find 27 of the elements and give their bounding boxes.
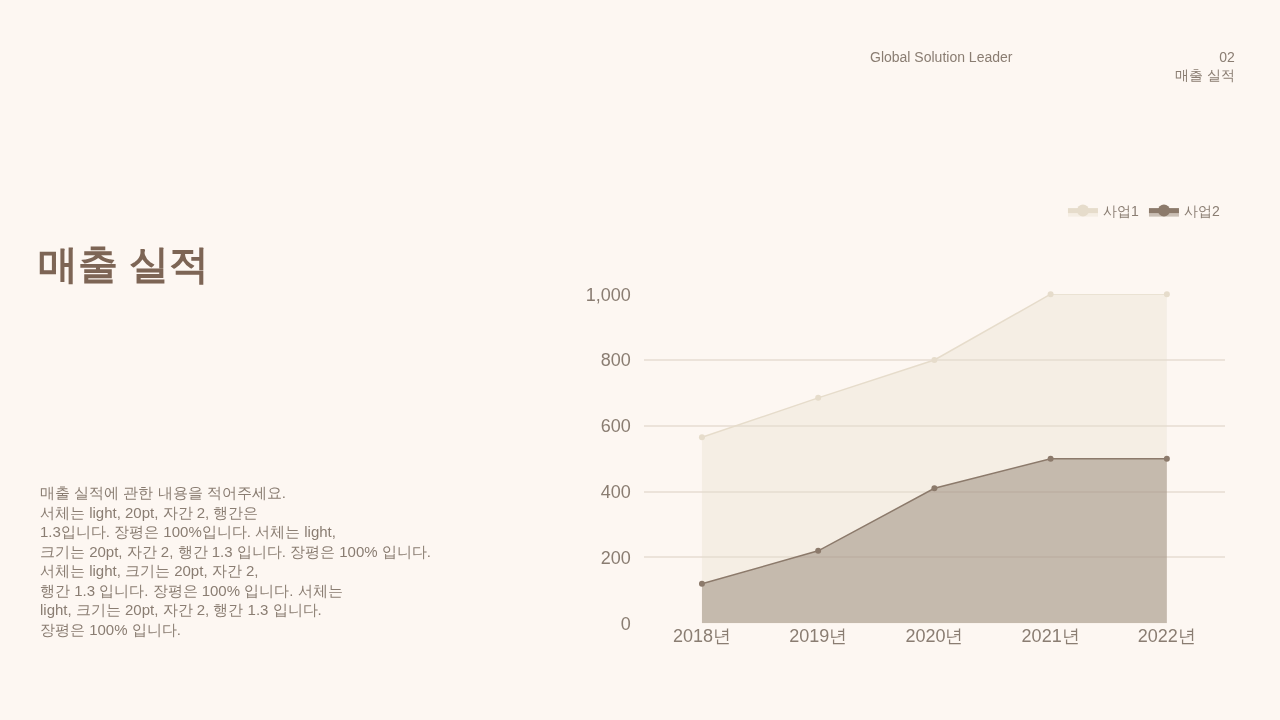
- text: 매출 실적에 관한 내용을 적어주세요. 서체는 light, 20pt, 자간 2, 행간은 1.3입니다. 장평은 100%입니다. 서체는 light, 크기는 20pt, 자간 2, 행간 1.3 입니다. 장평은 100% 입니다. 서체는 light, 크기는 20pt, 자간 2, 행간 1.3 입니다. 장평은 100% 입니다. 서체는 light, 크기는 20pt, 자간 2, 행간 1.3 입니다. 장평은 100% 입니다.: [40, 484, 431, 638]
- point: [815, 547, 822, 554]
- point: [815, 394, 822, 401]
- x-tick-label: 2022년: [1137, 626, 1196, 647]
- x-tick-label: 2020년: [905, 626, 964, 647]
- point: [698, 434, 705, 441]
- x-tick-label: 2019년: [789, 626, 848, 647]
- point: [1047, 455, 1054, 462]
- point: [1047, 291, 1054, 298]
- point: [931, 485, 938, 492]
- legend-label: 사업1: [1102, 203, 1139, 220]
- x-tick-label: 2021년: [1021, 626, 1080, 647]
- y-tick-label: 0: [620, 613, 631, 634]
- point: [698, 580, 705, 587]
- legend-label: 사업2: [1183, 203, 1220, 220]
- text: 매출 실적: [38, 242, 210, 286]
- y-tick-label: 1,000: [585, 284, 631, 305]
- point: [1163, 455, 1170, 462]
- point: [931, 357, 938, 363]
- y-tick-label: 600: [600, 416, 631, 437]
- text: 02 매출 실적: [1175, 49, 1236, 84]
- y-tick-label: 200: [600, 547, 631, 568]
- x-tick-label: 2018년: [672, 626, 731, 647]
- y-tick-label: 400: [600, 481, 631, 502]
- text: Global Solution Leader: [870, 49, 1013, 65]
- point: [1163, 291, 1170, 298]
- y-tick-label: 800: [600, 350, 631, 371]
